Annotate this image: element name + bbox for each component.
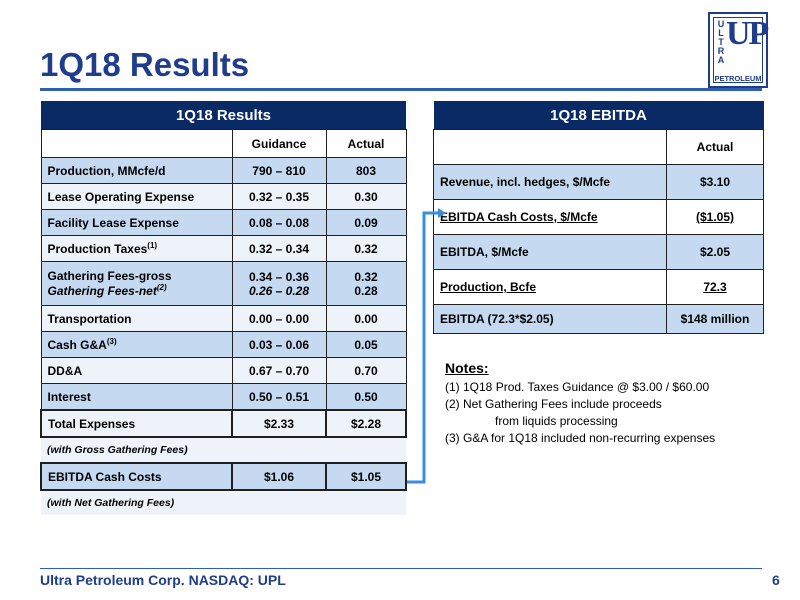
table-row: Cash G&A(3) 0.03 – 0.06 0.05 — [40, 331, 407, 358]
notes-title: Notes: — [445, 360, 489, 376]
notes-block: Notes: (1) 1Q18 Prod. Taxes Guidance @ $… — [445, 360, 785, 447]
table-row: EBITDA (72.3*$2.05) $148 million — [433, 304, 764, 334]
results-table: 1Q18 Results Guidance Actual Production,… — [40, 101, 407, 515]
note-gross-gathering: (with Gross Gathering Fees) — [41, 437, 406, 463]
row-actual: 0.50 — [325, 383, 407, 411]
row-actual: $2.05 — [666, 234, 764, 270]
ebitda-table: 1Q18 EBITDA Actual Revenue, incl. hedges… — [433, 101, 764, 334]
table-row: Production, Bcfe 72.3 — [433, 269, 764, 305]
note-net-gathering: (with Net Gathering Fees) — [41, 490, 406, 515]
row-actual: ($1.05) — [666, 199, 764, 235]
row-guidance: $2.33 — [231, 409, 327, 438]
note-item: (3) G&A for 1Q18 included non-recurring … — [445, 431, 716, 445]
footnote-marker: (2) — [156, 283, 167, 292]
row-actual: 0.30 — [325, 183, 407, 210]
ebitda-empty-header — [433, 129, 667, 165]
logo-bottom-text: PETROLEUM — [714, 74, 762, 83]
row-label: Facility Lease Expense — [40, 209, 233, 236]
ebitda-table-header: 1Q18 EBITDA — [433, 101, 764, 130]
note-item: (1) 1Q18 Prod. Taxes Guidance @ $3.00 / … — [445, 380, 710, 394]
note-item-continued: from liquids processing — [495, 414, 618, 428]
row-guidance: 0.08 – 0.08 — [231, 209, 327, 236]
row-label: Gathering Fees-gross — [47, 269, 172, 283]
table-row: Facility Lease Expense 0.08 – 0.08 0.09 — [40, 209, 407, 236]
ebitda-table-header-row: 1Q18 EBITDA — [433, 101, 764, 130]
row-label: Cash G&A — [47, 338, 107, 352]
row-actual: $3.10 — [666, 164, 764, 200]
ebitda-actual-column-header: Actual — [666, 129, 764, 165]
row-label: Total Expenses — [40, 409, 233, 438]
page-title: 1Q18 Results — [40, 46, 250, 83]
row-guidance: $1.06 — [231, 462, 327, 491]
row-actual: 0.05 — [325, 331, 407, 358]
table-row: Interest 0.50 – 0.51 0.50 — [40, 383, 407, 411]
ultra-petroleum-logo: ULTRA UP PETROLEUM — [708, 12, 769, 88]
note-item: (2) Net Gathering Fees include proceeds — [445, 397, 662, 411]
row-label-secondary: Gathering Fees-net — [47, 284, 157, 298]
table-row: DD&A 0.67 – 0.70 0.70 — [40, 357, 407, 384]
row-guidance-secondary: 0.26 – 0.28 — [248, 283, 310, 298]
row-guidance: 0.34 – 0.36 — [248, 269, 310, 284]
row-label: EBITDA (72.3*$2.05) — [433, 304, 667, 334]
row-actual: 0.09 — [325, 209, 407, 236]
ebitda-column-header-row: Actual — [433, 129, 764, 165]
results-table-header: 1Q18 Results — [41, 101, 406, 130]
footer-rule — [40, 568, 762, 569]
row-label: DD&A — [40, 357, 233, 384]
logo-big-text: UP — [726, 15, 769, 52]
guidance-column-header: Guidance — [231, 129, 327, 158]
results-table-header-row: 1Q18 Results — [41, 101, 406, 130]
row-label: Transportation — [40, 305, 233, 332]
row-guidance-cell: 0.34 – 0.36 0.26 – 0.28 — [231, 261, 327, 306]
row-label: EBITDA Cash Costs — [40, 462, 233, 491]
row-actual: 803 — [325, 157, 407, 184]
row-label: Production, MMcfe/d — [40, 157, 233, 184]
logo-small-text: ULTRA — [717, 19, 725, 65]
row-actual: 0.70 — [325, 357, 407, 384]
row-actual: $2.28 — [325, 409, 407, 438]
row-actual: 0.32 — [354, 269, 378, 284]
ebitda-cash-costs-row: EBITDA Cash Costs $1.06 $1.05 — [40, 462, 407, 491]
footer-text: Ultra Petroleum Corp. NASDAQ: UPL — [40, 572, 286, 588]
row-label-cell: Production Taxes(1) — [40, 235, 233, 262]
footnote-marker: (3) — [106, 337, 117, 346]
table-row: EBITDA Cash Costs, $/Mcfe ($1.05) — [433, 199, 764, 235]
title-underline — [40, 88, 762, 91]
row-guidance: 790 – 810 — [231, 157, 327, 184]
row-label-cell: Gathering Fees-gross Gathering Fees-net(… — [40, 261, 233, 306]
total-expenses-row: Total Expenses $2.33 $2.28 — [40, 409, 407, 438]
note-row-net: (with Net Gathering Fees) — [41, 490, 406, 515]
table-row: EBITDA, $/Mcfe $2.05 — [433, 234, 764, 270]
table-row: Lease Operating Expense 0.32 – 0.35 0.30 — [40, 183, 407, 210]
row-label-cell: Cash G&A(3) — [40, 331, 233, 358]
page-number: 6 — [772, 572, 780, 588]
row-actual: $148 million — [666, 304, 764, 334]
arrow-head-icon — [438, 208, 446, 218]
row-guidance: 0.67 – 0.70 — [231, 357, 327, 384]
row-label-secondary-wrap: Gathering Fees-net(2) — [48, 283, 226, 298]
row-label: EBITDA Cash Costs, $/Mcfe — [433, 199, 667, 235]
row-guidance: 0.50 – 0.51 — [231, 383, 327, 411]
table-row: Production, MMcfe/d 790 – 810 803 — [40, 157, 407, 184]
table-row: Revenue, incl. hedges, $/Mcfe $3.10 — [433, 164, 764, 200]
logo-inner-frame — [713, 17, 763, 83]
results-empty-header — [40, 129, 233, 158]
row-label: Production, Bcfe — [433, 269, 667, 305]
row-actual: $1.05 — [325, 462, 407, 491]
row-label: Revenue, incl. hedges, $/Mcfe — [433, 164, 667, 200]
table-row: Production Taxes(1) 0.32 – 0.34 0.32 — [40, 235, 407, 262]
connector-line — [407, 211, 438, 484]
row-label: Production Taxes — [47, 242, 148, 256]
note-row-gross: (with Gross Gathering Fees) — [41, 437, 406, 463]
footnote-marker: (1) — [147, 241, 158, 250]
row-actual: 0.00 — [325, 305, 407, 332]
row-actual-secondary: 0.28 — [354, 283, 378, 298]
